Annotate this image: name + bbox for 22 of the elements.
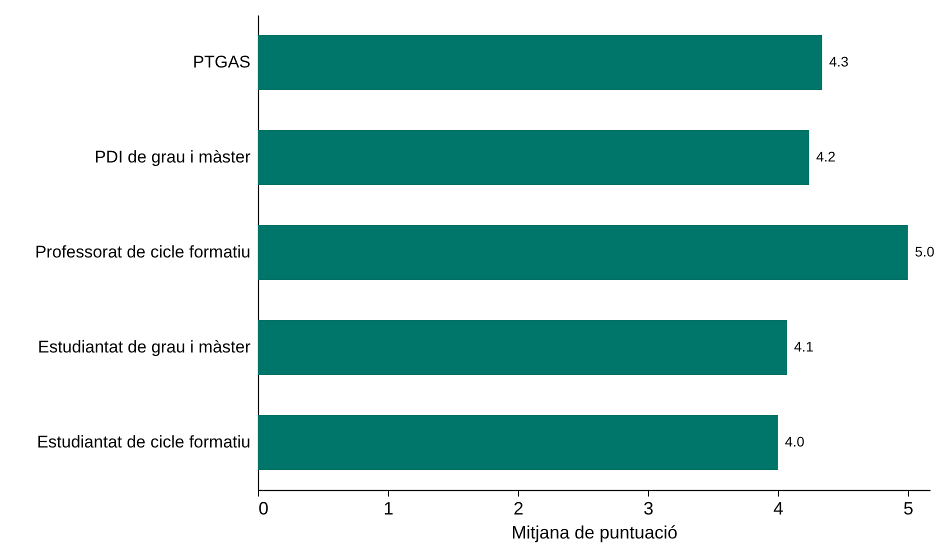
x-axis-title: Mitjana de puntuació (511, 522, 678, 542)
x-tick-label: 5 (903, 498, 914, 518)
bar (258, 130, 810, 186)
bar (258, 224, 908, 280)
y-tick-label: PDI de grau i màster (94, 148, 251, 166)
y-tick-label: PTGAS (192, 52, 250, 72)
x-tick-label: 4 (773, 498, 784, 518)
bar (258, 414, 778, 470)
data-label: 4.0 (784, 434, 805, 450)
y-tick-label: Professorat de cicle formatiu (35, 242, 250, 262)
y-tick-label: Estudiantat de grau i màster (38, 338, 251, 356)
x-tick-label: 0 (258, 498, 269, 518)
x-tick-label: 2 (513, 498, 524, 518)
data-label: 4.2 (816, 148, 836, 164)
x-tick-label: 3 (643, 498, 654, 518)
x-tick-label: 1 (383, 498, 394, 518)
y-tick-label: Estudiantat de cicle formatiu (36, 432, 250, 452)
bar (258, 320, 788, 376)
bar (258, 34, 822, 90)
data-label: 4.3 (829, 54, 849, 70)
data-label: 5.0 (914, 244, 935, 260)
data-label: 4.1 (794, 338, 814, 354)
